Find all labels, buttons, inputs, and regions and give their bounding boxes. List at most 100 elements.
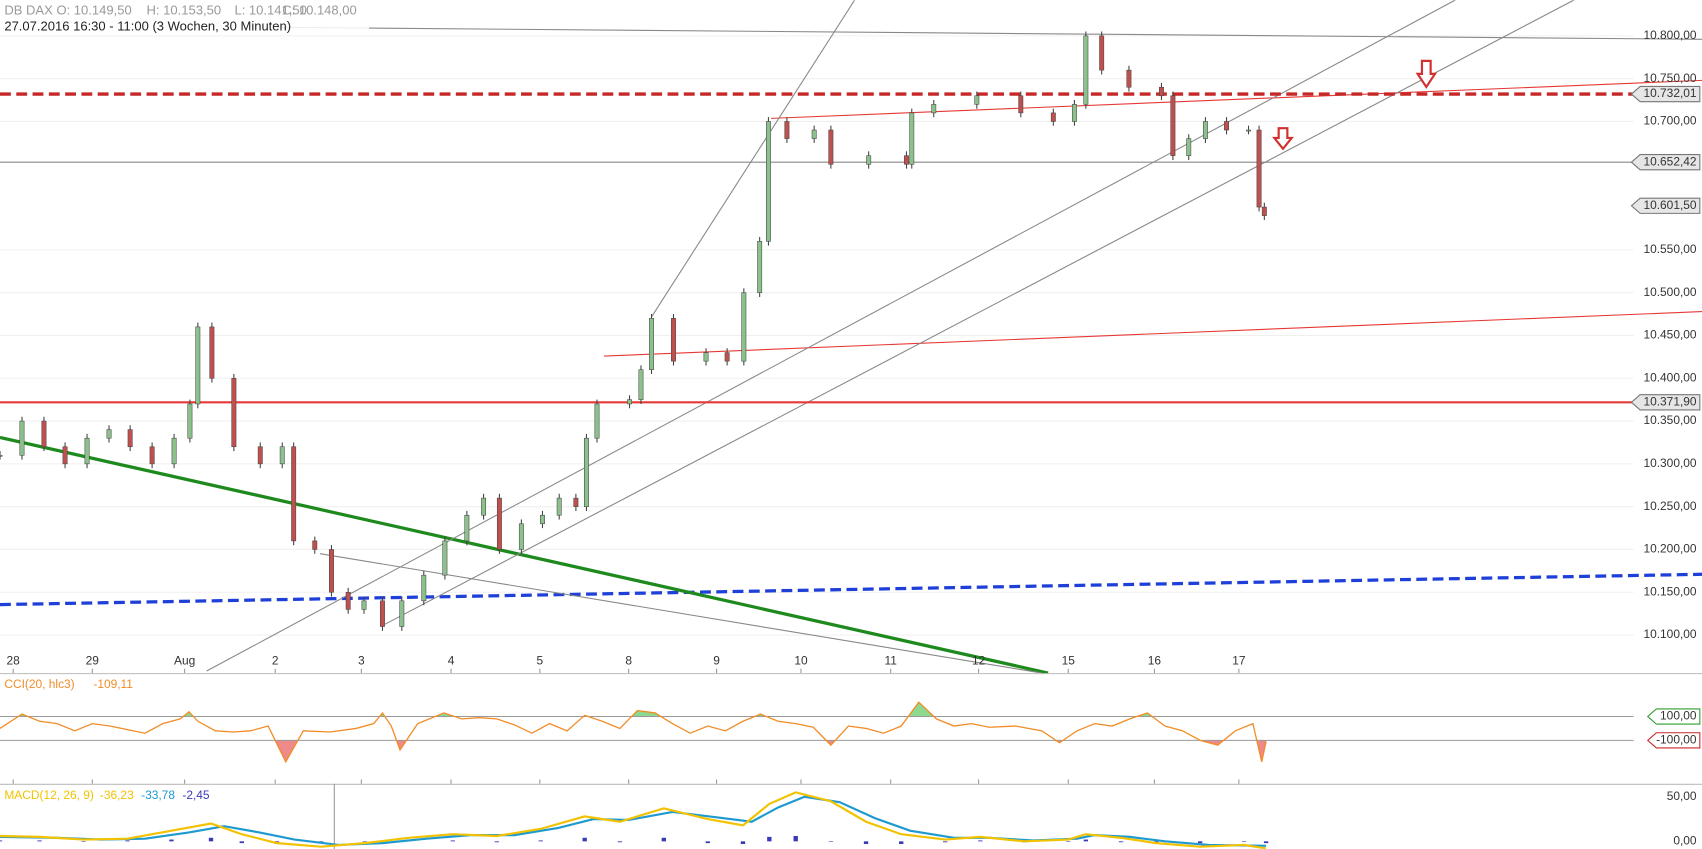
candle xyxy=(649,318,654,370)
candle xyxy=(671,318,676,362)
histogram-bar xyxy=(494,841,499,843)
x-tick-label: Aug xyxy=(174,653,195,667)
candle xyxy=(757,241,763,293)
trendline xyxy=(276,26,1702,40)
price-marker-label: 10.601,50 xyxy=(1643,198,1696,212)
histogram-bar xyxy=(828,841,834,842)
histogram-bar xyxy=(705,841,710,844)
x-tick-label: 15 xyxy=(1062,653,1076,667)
candle xyxy=(1202,121,1208,139)
candle xyxy=(573,497,579,507)
histogram-bar xyxy=(582,837,587,842)
candle xyxy=(828,129,834,165)
y-tick-label: 10.200,00 xyxy=(1643,542,1696,556)
period: 27.07.2016 16:30 - 11:00 (3 Wochen, 30 M… xyxy=(4,19,291,34)
histogram-bar xyxy=(1241,841,1247,842)
indicator-readout: -109,11 xyxy=(93,677,133,691)
price-marker xyxy=(1630,85,1701,103)
candle xyxy=(442,540,448,576)
high: H: 10.153,50 xyxy=(147,2,222,17)
candle xyxy=(106,429,112,439)
histogram-bar xyxy=(450,840,455,842)
candle xyxy=(399,600,405,627)
price-marker-label: 10.732,01 xyxy=(1643,86,1696,100)
histogram-bar xyxy=(767,836,772,842)
indicator-readout: -2,45 xyxy=(182,788,210,802)
candle xyxy=(19,420,25,456)
x-tick-label: 28 xyxy=(7,653,21,667)
candle xyxy=(1083,35,1089,105)
cci-line xyxy=(0,701,1267,764)
candle xyxy=(62,446,68,465)
trendline xyxy=(604,311,1702,357)
trendline xyxy=(651,0,856,318)
x-tick-label: 11 xyxy=(884,653,897,667)
header-bg xyxy=(0,2,370,35)
y-tick-label: 100,00 xyxy=(1660,709,1697,723)
trendline xyxy=(319,553,1042,674)
candle xyxy=(974,95,980,105)
y-tick-label: 10.800,00 xyxy=(1643,28,1696,42)
price-plot xyxy=(0,0,1702,674)
candle xyxy=(1099,35,1105,71)
x-tick-label: 2 xyxy=(272,653,279,667)
price-marker xyxy=(1630,154,1701,171)
x-tick-label: 17 xyxy=(1232,653,1246,667)
candle xyxy=(171,437,177,465)
y-tick-label: 10.100,00 xyxy=(1643,627,1696,641)
histogram-bar xyxy=(661,837,666,842)
level-marker xyxy=(1646,708,1701,725)
candle xyxy=(518,523,524,550)
candle xyxy=(1071,104,1077,122)
candle xyxy=(540,514,545,525)
y-tick-label: 10.250,00 xyxy=(1643,499,1696,513)
histogram-bar xyxy=(978,840,983,842)
symbol: DB DAX xyxy=(4,2,53,17)
indicator-readout: -36,23 xyxy=(100,788,134,802)
candle xyxy=(811,129,817,139)
x-tick-label: 8 xyxy=(625,653,632,667)
y-tick-label: 0,00 xyxy=(1673,833,1697,847)
candle xyxy=(291,446,297,542)
candle xyxy=(866,155,872,165)
trendline xyxy=(384,0,1575,625)
histogram-bar xyxy=(1066,841,1071,842)
price-marker-label: 10.652,42 xyxy=(1643,154,1696,168)
x-tick-label: 16 xyxy=(1148,653,1162,667)
histogram-bar xyxy=(0,840,3,842)
trendline xyxy=(206,0,1456,672)
x-tick-label: 9 xyxy=(713,653,720,667)
candle xyxy=(187,403,193,439)
x-tick-label: 29 xyxy=(86,653,100,667)
x-tick-label: 12 xyxy=(972,653,986,667)
candle xyxy=(257,446,263,465)
y-tick-label: 10.350,00 xyxy=(1643,413,1696,427)
candle xyxy=(127,429,133,448)
candle xyxy=(195,326,201,405)
y-tick-label: 10.150,00 xyxy=(1643,584,1696,598)
signal-arrow xyxy=(1415,59,1438,89)
candle xyxy=(1246,129,1251,132)
trendline xyxy=(0,435,1049,674)
histogram-bar xyxy=(943,841,948,843)
candle xyxy=(904,155,909,165)
histogram-bar xyxy=(617,841,623,843)
candle xyxy=(84,437,90,465)
y-tick-label: 10.750,00 xyxy=(1643,71,1696,85)
histogram-bar xyxy=(1197,841,1203,844)
candle xyxy=(380,600,385,627)
candle xyxy=(724,352,730,362)
candle xyxy=(1170,95,1176,156)
level-marker xyxy=(1646,732,1701,749)
price-marker xyxy=(1630,197,1701,214)
histogram-bar xyxy=(362,841,368,842)
candle xyxy=(464,514,470,542)
candle xyxy=(1050,112,1056,122)
candle xyxy=(0,455,3,457)
low: L: 10.141,50 xyxy=(234,2,306,17)
open: O: 10.149,50 xyxy=(56,2,131,17)
y-tick-label: 10.300,00 xyxy=(1643,456,1696,470)
